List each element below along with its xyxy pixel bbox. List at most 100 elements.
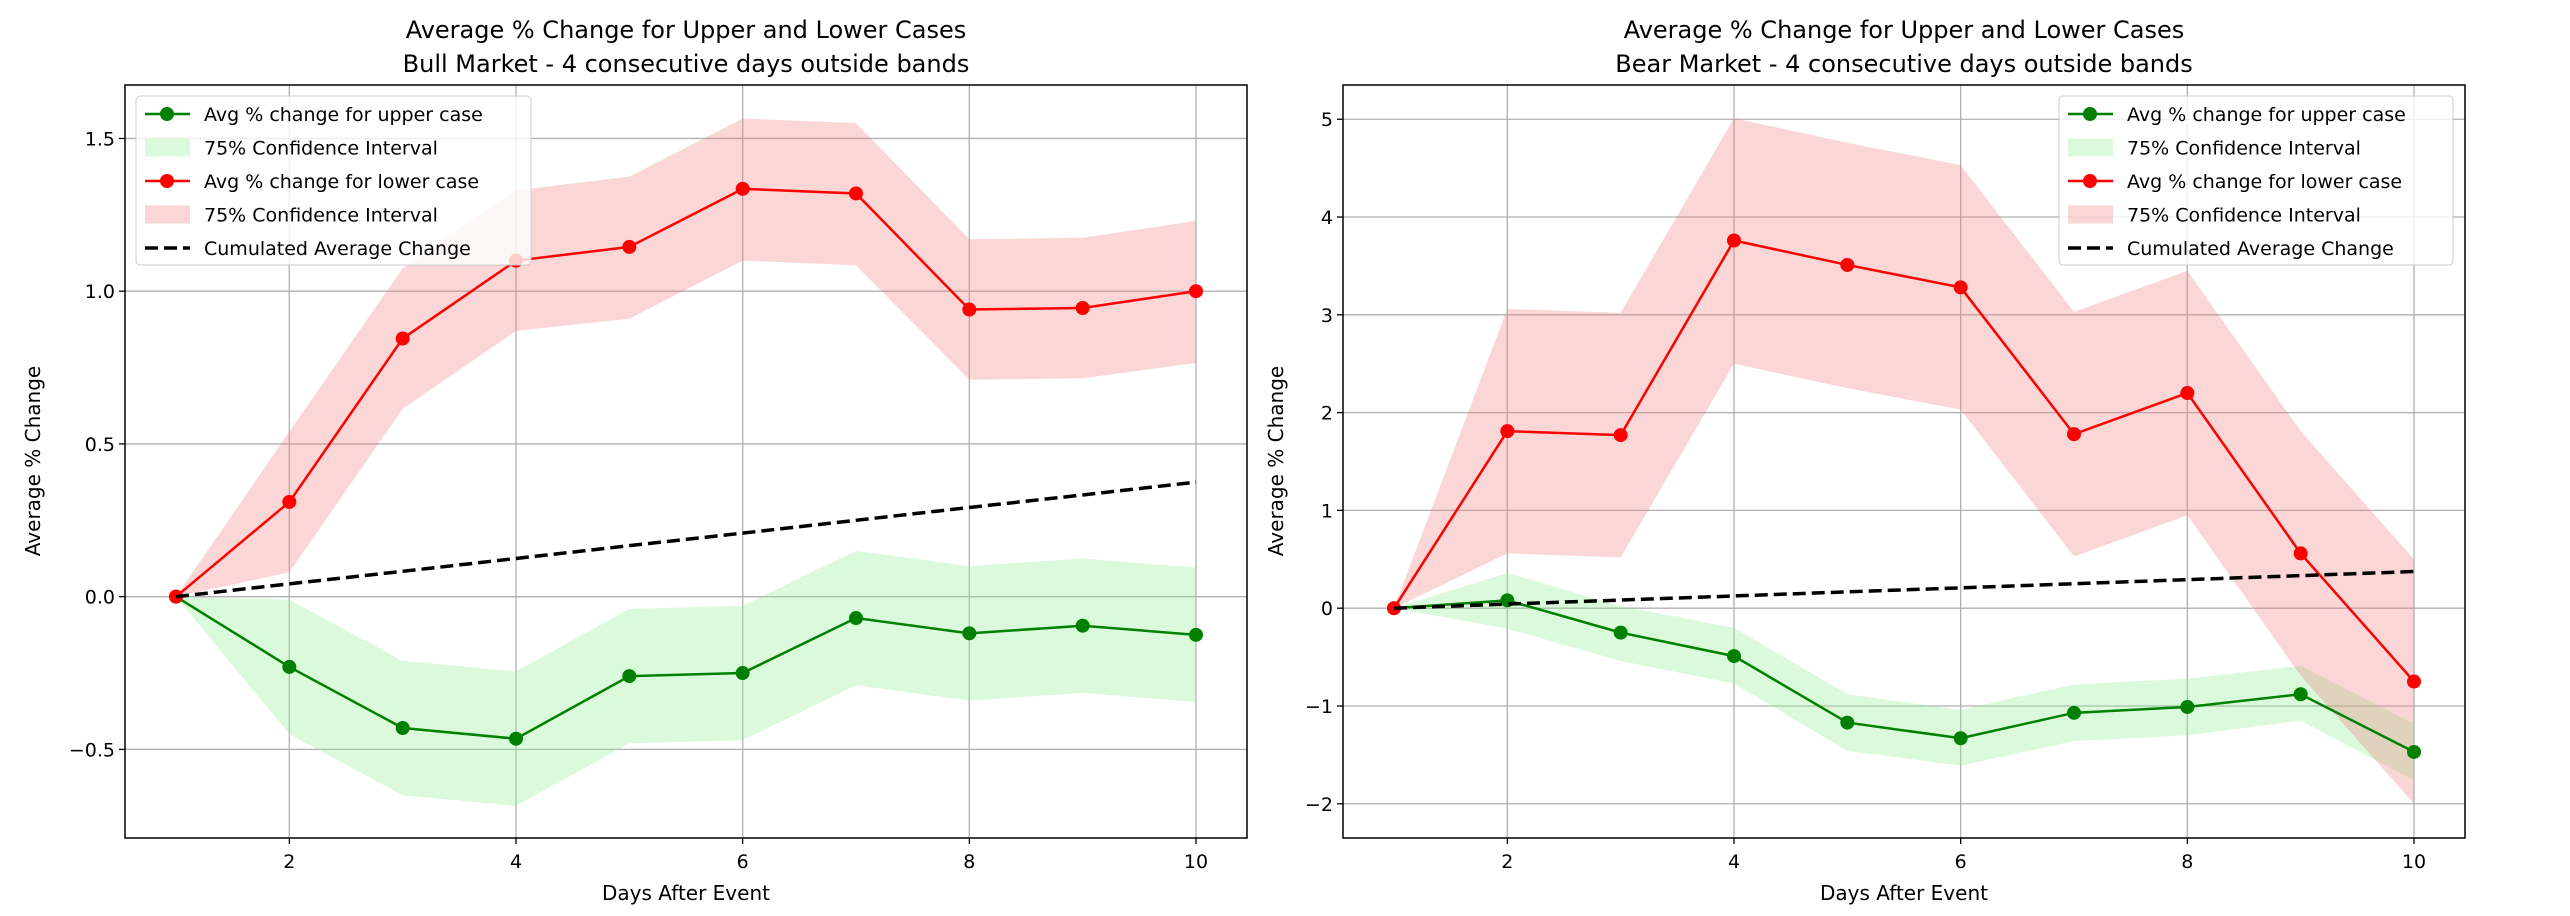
data-point — [849, 611, 863, 626]
data-point — [735, 181, 750, 196]
x-axis-label: Days After Event — [602, 881, 770, 905]
series-line — [175, 187, 1197, 598]
chart-title: Average % Change for Upper and Lower Cas… — [1624, 16, 2185, 44]
legend-label: 75% Confidence Interval — [204, 138, 438, 160]
data-point — [1953, 731, 1968, 746]
confidence-band — [176, 550, 1196, 806]
data-point — [1075, 300, 1090, 315]
legend-label: 75% Confidence Interval — [2127, 138, 2361, 160]
x-axis-label: Days After Event — [1820, 881, 1988, 905]
y-tick-label: 0.0 — [85, 587, 115, 609]
y-tick-label: 2 — [1321, 403, 1333, 425]
data-point — [1840, 715, 1855, 730]
series-line — [1392, 239, 2415, 683]
data-point — [1500, 424, 1515, 439]
cumulated-average-line — [175, 480, 1197, 599]
x-tick-label: 2 — [283, 851, 295, 873]
data-point — [1613, 428, 1628, 443]
data-point — [1953, 280, 1968, 295]
axes-frame — [1342, 84, 2466, 839]
data-point — [2293, 687, 2308, 702]
data-point — [1840, 257, 1855, 272]
y-tick-label: 1 — [1321, 500, 1333, 522]
data-point — [1189, 284, 1203, 299]
data-point — [395, 721, 410, 736]
x-tick-label: 6 — [737, 851, 749, 873]
legend-label: Avg % change for lower case — [204, 171, 479, 193]
chart-subtitle: Bear Market - 4 consecutive days outside… — [1615, 50, 2192, 78]
y-tick-label: 3 — [1321, 305, 1333, 327]
y-tick-label: −2 — [1305, 794, 1333, 816]
legend-label: Avg % change for upper case — [2127, 104, 2406, 126]
y-tick-label: −0.5 — [69, 739, 115, 761]
data-point — [282, 659, 297, 674]
chart-subtitle: Bull Market - 4 consecutive days outside… — [403, 50, 970, 78]
series-line — [1393, 599, 2415, 754]
data-point — [962, 626, 977, 641]
data-point — [1613, 625, 1628, 640]
x-tick-label: 8 — [963, 851, 975, 873]
y-axis-label: Average % Change — [1264, 366, 1288, 556]
legend-label: 75% Confidence Interval — [2127, 205, 2361, 227]
legend: Avg % change for upper case 75% Confidenc… — [135, 95, 532, 266]
data-point — [849, 186, 863, 201]
legend-marker — [160, 107, 174, 121]
legend-marker — [2083, 107, 2097, 121]
data-point — [282, 494, 297, 509]
x-tick-label: 6 — [1955, 851, 1967, 873]
data-point — [622, 239, 637, 254]
confidence-band — [1394, 572, 2414, 781]
y-tick-label: 1.5 — [85, 128, 115, 150]
x-tick-label: 4 — [510, 851, 522, 873]
y-tick-label: 5 — [1321, 109, 1333, 131]
plot-area: 2 4 6 8 10 −2 −1 0 1 2 3 4 5 Avg % change for upper c… — [1305, 84, 2466, 873]
data-point — [1075, 618, 1090, 633]
confidence-band — [176, 118, 1196, 597]
data-point — [509, 731, 523, 746]
series-line — [175, 595, 1197, 741]
legend-swatch — [145, 205, 190, 224]
legend-label: Cumulated Average Change — [204, 238, 471, 260]
legend-label: Avg % change for upper case — [204, 104, 483, 126]
legend-box — [135, 95, 532, 266]
y-tick-label: 0 — [1321, 598, 1333, 620]
data-point — [962, 302, 977, 317]
legend-label: 75% Confidence Interval — [204, 205, 438, 227]
x-tick-label: 8 — [2181, 851, 2193, 873]
y-tick-label: 4 — [1321, 207, 1333, 229]
data-point — [2407, 674, 2421, 689]
chart-bear-market: Average % Change for Upper and Lower Cas… — [1264, 16, 2466, 905]
legend-marker — [2083, 174, 2097, 188]
legend-label: Cumulated Average Change — [2127, 238, 2394, 260]
y-axis-label: Average % Change — [21, 366, 45, 556]
chart-title: Average % Change for Upper and Lower Cas… — [406, 16, 967, 44]
legend-swatch — [145, 138, 190, 157]
data-point — [622, 669, 637, 684]
data-point — [735, 666, 750, 681]
plot-area: 2 4 6 8 10 −0.5 0.0 0.5 1.0 1.5 Avg % change for u… — [69, 84, 1248, 873]
data-point — [1189, 627, 1203, 642]
data-point — [2293, 546, 2308, 561]
data-point — [1727, 649, 1741, 664]
confidence-band — [1394, 118, 2414, 804]
legend-marker — [160, 174, 174, 188]
x-tick-label: 2 — [1501, 851, 1513, 873]
y-tick-label: 0.5 — [85, 434, 115, 456]
data-point — [2180, 699, 2195, 714]
legend-label: Avg % change for lower case — [2127, 171, 2402, 193]
legend-swatch — [2068, 205, 2113, 224]
data-point — [2067, 705, 2081, 720]
y-tick-label: 1.0 — [85, 281, 115, 303]
data-point — [1727, 233, 1741, 248]
legend-box — [2058, 95, 2454, 266]
data-point — [2067, 427, 2081, 442]
x-tick-label: 10 — [1184, 851, 1208, 873]
data-point — [2180, 386, 2195, 401]
legend: Avg % change for upper case 75% Confidenc… — [2058, 95, 2454, 266]
x-tick-label: 4 — [1728, 851, 1740, 873]
axes-frame — [124, 84, 1248, 839]
y-tick-label: −1 — [1305, 696, 1333, 718]
data-point — [2407, 744, 2421, 759]
data-point — [395, 331, 410, 346]
